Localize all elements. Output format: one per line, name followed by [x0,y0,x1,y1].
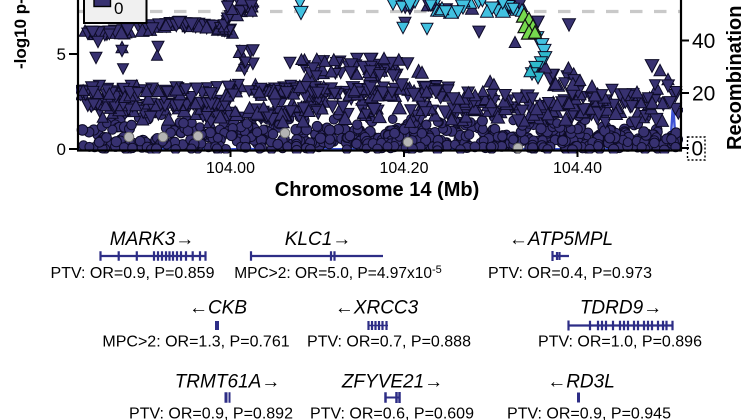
svg-text:PTV: OR=0.4, P=0.973: PTV: OR=0.4, P=0.973 [488,265,652,282]
svg-text:MARK3→: MARK3→ [110,229,194,250]
svg-text:←RD3L: ←RD3L [547,372,615,393]
svg-text:PTV: OR=0.9, P=0.859: PTV: OR=0.9, P=0.859 [51,265,215,282]
svg-text:←ATP5MPL: ←ATP5MPL [509,229,613,250]
svg-text:40: 40 [692,30,715,53]
svg-text:←XRCC3: ←XRCC3 [335,298,419,319]
svg-text:104.40: 104.40 [553,160,602,177]
svg-text:104.00: 104.00 [206,160,255,177]
svg-text:0: 0 [692,138,704,161]
svg-text:PTV: OR=0.7, P=0.888: PTV: OR=0.7, P=0.888 [307,334,471,351]
svg-text:TRMT61A→: TRMT61A→ [175,372,281,393]
svg-text:PTV: OR=0.6, P=0.609: PTV: OR=0.6, P=0.609 [310,406,474,420]
svg-text:PTV: OR=0.9, P=0.945: PTV: OR=0.9, P=0.945 [507,406,671,420]
svg-text:Chromosome 14 (Mb): Chromosome 14 (Mb) [275,179,479,201]
svg-text:0: 0 [57,140,66,159]
svg-text:PTV: OR=1.0, P=0.896: PTV: OR=1.0, P=0.896 [538,334,702,351]
svg-text:PTV: OR=0.9, P=0.892: PTV: OR=0.9, P=0.892 [129,406,293,420]
svg-text:TDRD9→: TDRD9→ [580,298,662,319]
svg-text:5: 5 [57,45,66,64]
svg-text:Recombination rate (cM/Mb): Recombination rate (cM/Mb) [724,0,744,150]
svg-text:0: 0 [114,0,123,18]
svg-text:104.20: 104.20 [380,160,429,177]
svg-text:20: 20 [692,83,715,106]
svg-text:MPC>2: OR=1.3, P=0.761: MPC>2: OR=1.3, P=0.761 [102,334,289,351]
svg-text:-log10 p-value: -log10 p-value [11,0,30,69]
svg-text:←CKB: ←CKB [189,298,247,319]
svg-text:MPC>2: OR=5.0, P=4.97x10-5: MPC>2: OR=5.0, P=4.97x10-5 [234,264,442,282]
svg-text:KLC1→: KLC1→ [285,229,352,250]
svg-text:ZFYVE21→: ZFYVE21→ [341,372,443,393]
